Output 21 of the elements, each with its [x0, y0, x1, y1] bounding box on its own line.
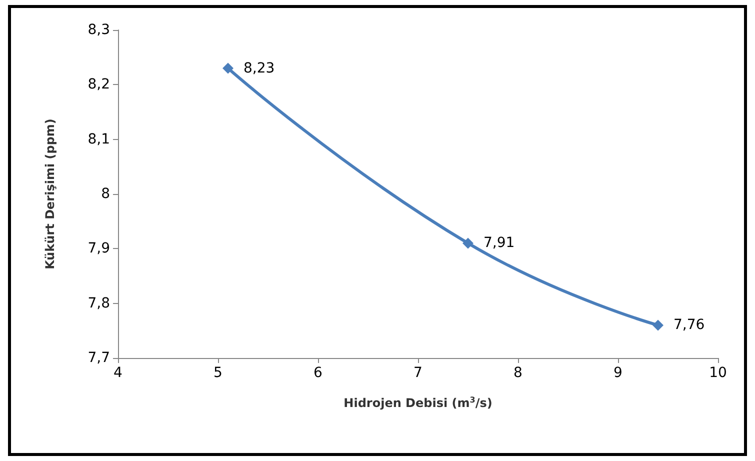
y-tick-label: 7,8	[88, 295, 110, 312]
x-tick-label: 6	[314, 365, 323, 381]
y-tick-label: 8,1	[88, 131, 110, 148]
point	[652, 320, 664, 331]
x-tick-label: 7	[414, 365, 422, 381]
x-tick-label: 5	[214, 365, 222, 381]
data-label: 7,91	[484, 235, 515, 252]
x-tick-label: 8	[514, 365, 522, 381]
y-tick-label: 8	[101, 186, 110, 202]
x-tick-label: 9	[614, 365, 622, 381]
y-tick-label: 7,7	[88, 350, 110, 366]
y-tick-label: 8,2	[88, 76, 110, 93]
data-label: 8,23	[244, 60, 275, 76]
y-tick-label: 8,3	[88, 22, 110, 38]
point	[222, 62, 234, 74]
x-tick-label: 4	[114, 365, 123, 381]
y-axis-title: Kükürt Derişimi (ppm)	[43, 118, 57, 270]
x-tick-label: 10	[709, 365, 727, 381]
y-tick-label: 7,9	[88, 240, 110, 257]
data-label: 7,76	[674, 317, 705, 334]
point	[462, 238, 474, 249]
